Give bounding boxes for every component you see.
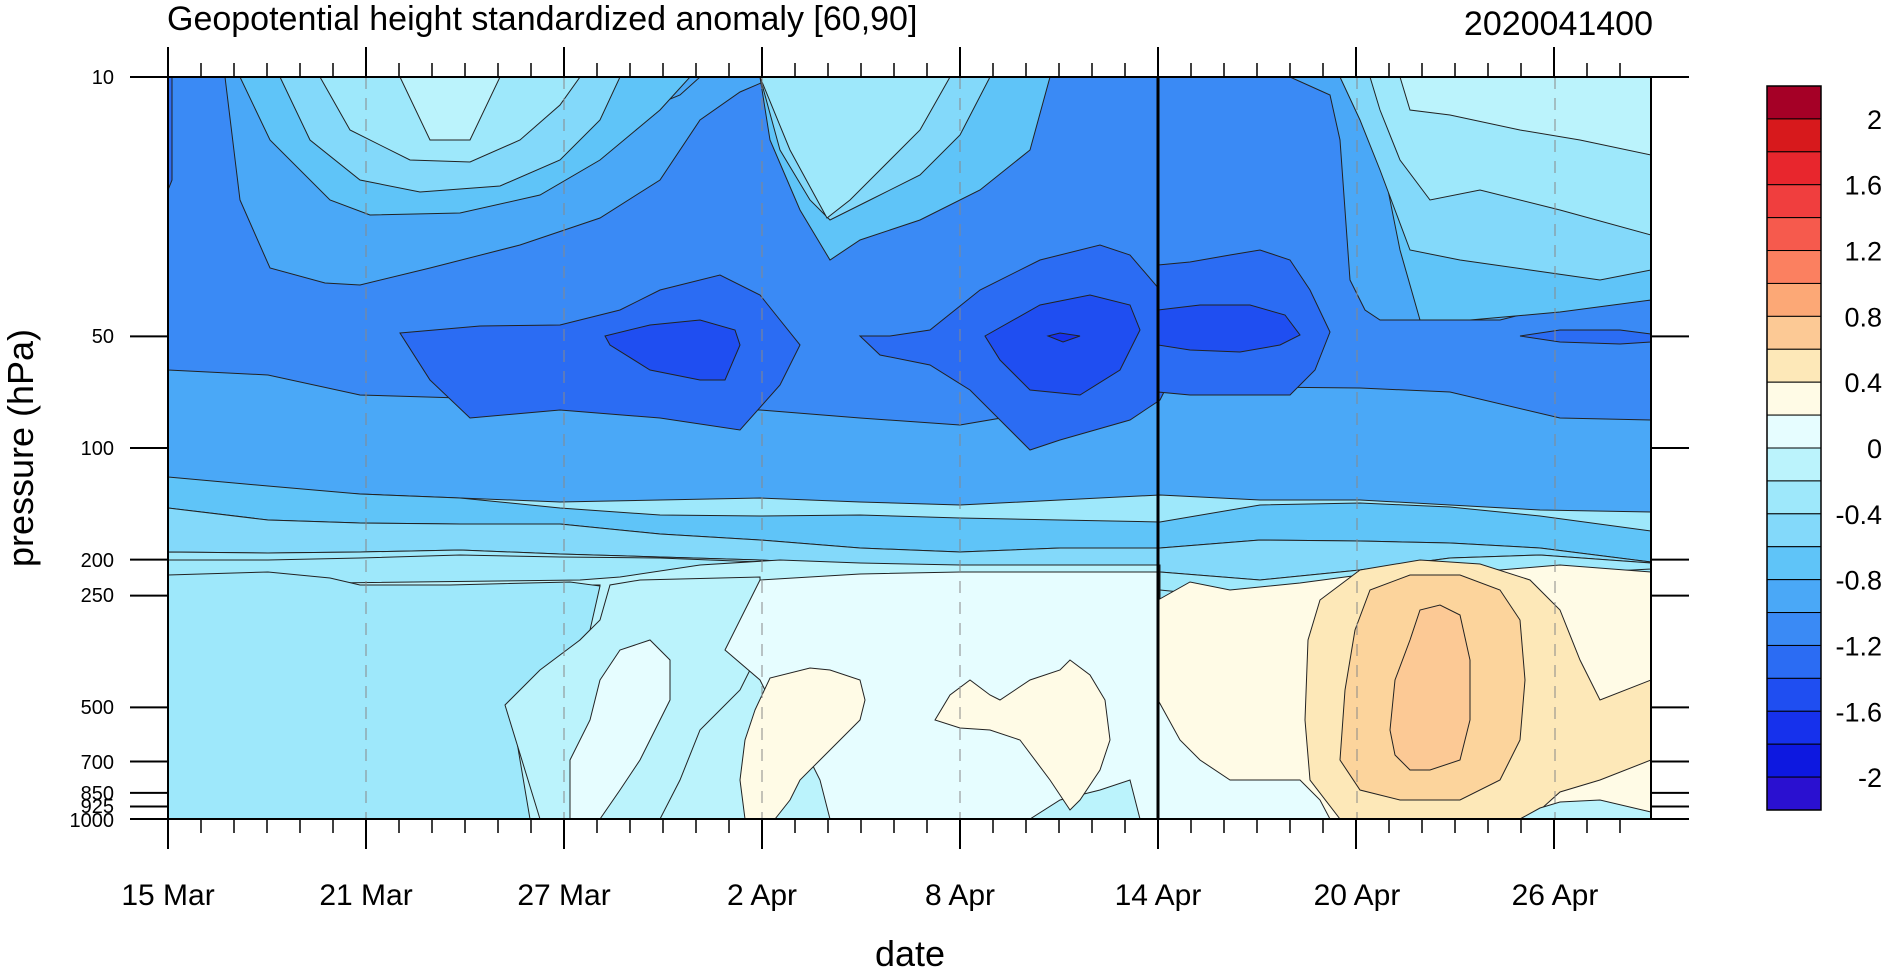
colorbar-swatch xyxy=(1766,776,1822,811)
fill-m1-6-core-a xyxy=(399,274,801,431)
y-tick-label: 1000 xyxy=(70,810,115,832)
y-tick-label: 500 xyxy=(81,697,114,719)
colorbar-swatch xyxy=(1766,546,1822,581)
colorbar-swatch xyxy=(1766,250,1822,284)
colorbar-label: 1.2 xyxy=(1844,237,1882,267)
colorbar-swatch xyxy=(1766,282,1822,317)
fill-m1-8-core-b xyxy=(984,294,1141,396)
x-gridlines xyxy=(365,77,1556,819)
colorbar xyxy=(1766,85,1822,811)
colorbar-swatch xyxy=(1766,612,1822,646)
contour-fill-layer xyxy=(168,77,1651,819)
fill-m1-8-core-a xyxy=(604,319,741,381)
colorbar-swatch xyxy=(1766,381,1822,416)
colorbar-swatch xyxy=(1766,151,1822,186)
colorbar-swatch xyxy=(1766,118,1822,153)
colorbar-swatch xyxy=(1766,85,1822,120)
y-ticks xyxy=(130,76,1689,820)
colorbar-label: -1.6 xyxy=(1835,697,1882,727)
fill-m0-6-strat-b xyxy=(759,77,951,219)
y-tick-label: 925 xyxy=(81,796,114,818)
colorbar-label: -0.8 xyxy=(1835,566,1882,596)
fill-m1-6-core-d xyxy=(1519,329,1651,345)
colorbar-label: 0 xyxy=(1867,434,1882,464)
colorbar-swatch xyxy=(1766,447,1822,482)
y-tick-label: 250 xyxy=(81,585,114,607)
x-tick-label: 15 Mar xyxy=(121,879,214,912)
x-tick-label: 21 Mar xyxy=(319,879,412,912)
x-tick-label: 2 Apr xyxy=(727,879,797,912)
y-tick-label: 200 xyxy=(81,550,114,572)
colorbar-label: 1.6 xyxy=(1844,171,1882,201)
colorbar-swatch xyxy=(1766,414,1822,449)
colorbar-label: -2 xyxy=(1858,763,1882,793)
colorbar-swatch xyxy=(1766,480,1822,515)
run-id-label: 2020041400 xyxy=(1464,5,1653,43)
fill-m0-4-strat-c xyxy=(1399,77,1651,156)
fill-m2-0-core-b xyxy=(1046,332,1081,343)
x-major-ticks xyxy=(167,47,1555,849)
fill-zero-right-lower xyxy=(1157,699,1331,819)
colorbar-labels: 2 1.6 1.2 0.8 0.4 0 -0.4 -0.8 -1.2 -1.6 -2 xyxy=(1835,105,1882,793)
y-axis-label: pressure (hPa) xyxy=(0,329,41,567)
fill-pos0-2-b xyxy=(934,659,1111,811)
colorbar-label: -0.4 xyxy=(1835,500,1882,530)
colorbar-swatch xyxy=(1766,579,1822,614)
colorbar-frame xyxy=(1766,85,1822,811)
colorbar-swatch xyxy=(1766,644,1822,679)
fill-m0-4-bottom-right xyxy=(1519,799,1651,819)
y-tick-labels: 10 50 100 200 250 500 700 850 925 1000 xyxy=(70,67,115,832)
y-tick-label: 10 xyxy=(92,67,114,89)
colorbar-label: 0.4 xyxy=(1844,368,1882,398)
fill-m1-8-core-c xyxy=(1157,304,1301,353)
fill-pos0-8 xyxy=(1389,604,1471,771)
x-tick-label: 26 Apr xyxy=(1512,879,1599,912)
x-tick-labels: 15 Mar 21 Mar 27 Mar 2 Apr 8 Apr 14 Apr … xyxy=(121,879,1598,912)
colorbar-label: -1.2 xyxy=(1835,631,1882,661)
fill-m0-4-trop-left xyxy=(168,571,601,819)
colorbar-swatch xyxy=(1766,184,1822,219)
colorbar-swatch xyxy=(1766,348,1822,383)
fill-m0-4-strat-a xyxy=(399,77,501,141)
colorbar-label: 0.8 xyxy=(1844,302,1882,332)
x-tick-label: 20 Apr xyxy=(1314,879,1401,912)
chart-title: Geopotential height standardized anomaly… xyxy=(167,0,917,38)
x-tick-label: 8 Apr xyxy=(925,879,995,912)
fill-zero-trop-a xyxy=(569,639,671,819)
colorbar-swatch xyxy=(1766,677,1822,712)
y-tick-label: 850 xyxy=(81,783,114,805)
colorbar-swatch xyxy=(1766,513,1822,548)
x-axis-label: date xyxy=(875,933,945,969)
colorbar-swatch xyxy=(1766,743,1822,778)
y-tick-label: 700 xyxy=(81,752,114,774)
y-tick-label: 50 xyxy=(92,326,114,348)
x-tick-label: 14 Apr xyxy=(1115,879,1202,912)
colorbar-swatch xyxy=(1766,217,1822,252)
y-tick-label: 100 xyxy=(81,438,114,460)
colorbar-swatch xyxy=(1766,315,1822,350)
x-tick-label: 27 Mar xyxy=(517,879,610,912)
fill-pos0-2-a xyxy=(739,667,866,819)
colorbar-label: 2 xyxy=(1867,105,1882,135)
colorbar-swatch xyxy=(1766,710,1822,745)
